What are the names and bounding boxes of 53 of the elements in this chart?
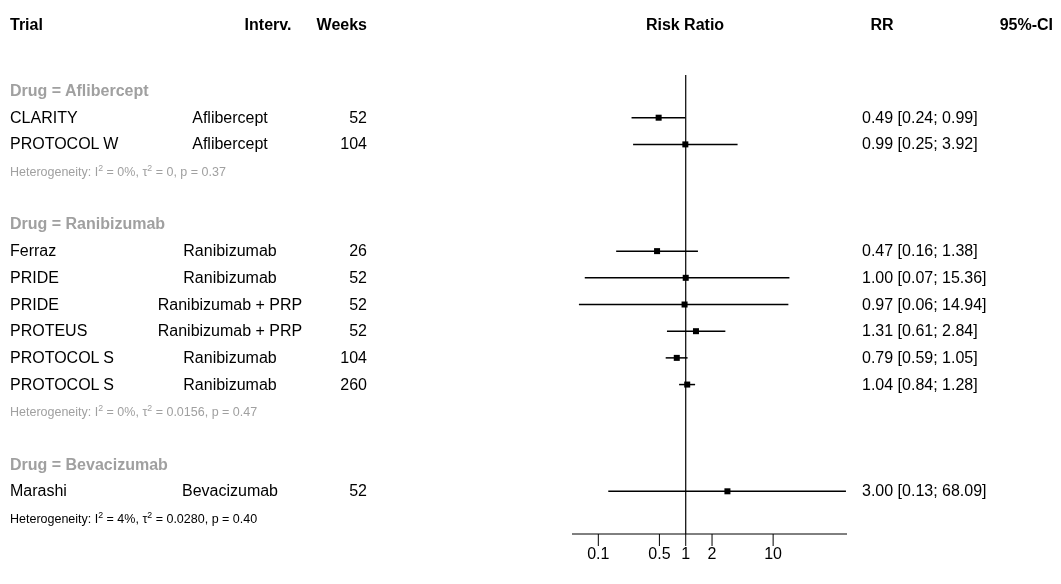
text: 52 — [349, 268, 368, 286]
text: Bevacizumab — [181, 482, 279, 500]
text: Ranibizumab — [183, 242, 277, 260]
text: 1.00 [0.07; 15.36] — [862, 268, 987, 286]
text: PROTOCOL W — [10, 135, 120, 153]
text: 95%-CI — [999, 16, 1053, 33]
text: 52 — [349, 295, 368, 313]
text: PRIDE — [10, 295, 59, 313]
text: PROTOCOL S — [10, 375, 115, 393]
x-tick-label: 0.1 — [587, 545, 610, 563]
text: Ferraz — [10, 242, 57, 260]
text: 3.00 [0.13; 68.09] — [862, 482, 987, 500]
text: Interv. — [244, 16, 292, 33]
text: Weeks — [316, 16, 368, 33]
text: Heterogeneity: I$^{2}$ = 0%, τ$^{2}$ = 0.0156, p = 0.47 — [10, 403, 258, 420]
text: 104 — [340, 135, 368, 153]
text: 26 — [349, 242, 368, 260]
text: Ranibizumab — [183, 375, 277, 393]
x-tick-label: 1 — [681, 545, 691, 563]
text: RR — [870, 16, 894, 33]
text: 0.97 [0.06; 14.94] — [862, 295, 987, 313]
text: Drug = Ranibizumab — [10, 215, 166, 233]
text: 0.47 [0.16; 1.38] — [862, 242, 978, 260]
text: Ranibizumab + PRP — [157, 295, 303, 313]
x-tick-label: 0.5 — [648, 545, 671, 563]
text: Marashi — [10, 482, 67, 500]
text: Heterogeneity: I$^{2}$ = 4%, τ$^{2}$ = 0.0280, p = 0.40 — [10, 509, 258, 526]
text: Aflibercept — [192, 108, 269, 126]
text: PRIDE — [10, 268, 59, 286]
text: 260 — [340, 375, 368, 393]
text: 52 — [349, 482, 368, 500]
text: PROTOCOL S — [10, 348, 115, 366]
text: Drug = Aflibercept — [10, 82, 150, 100]
text: 0.99 [0.25; 3.92] — [862, 135, 978, 153]
text: PROTEUS — [10, 322, 88, 340]
text: CLARITY — [10, 108, 78, 126]
text: 0.79 [0.59; 1.05] — [862, 348, 978, 366]
text: Aflibercept — [192, 135, 269, 153]
text: Ranibizumab — [183, 348, 277, 366]
text: Ranibizumab + PRP — [157, 322, 303, 340]
text: 1.04 [0.84; 1.28] — [862, 375, 978, 393]
x-tick-label: 10 — [764, 545, 783, 563]
text: Trial — [10, 16, 43, 33]
x-axis-title: Risk Ratio — [645, 16, 725, 33]
text: 52 — [349, 108, 368, 126]
text: Ranibizumab — [183, 268, 277, 286]
x-tick-label: 2 — [707, 545, 717, 563]
text: 1.31 [0.61; 2.84] — [862, 322, 978, 340]
text: Heterogeneity: I$^{2}$ = 0%, τ$^{2}$ = 0, p = 0.37 — [10, 163, 226, 180]
text: 104 — [340, 348, 368, 366]
text: Drug = Bevacizumab — [10, 455, 169, 473]
text: 0.49 [0.24; 0.99] — [862, 108, 978, 126]
text: 52 — [349, 322, 368, 340]
